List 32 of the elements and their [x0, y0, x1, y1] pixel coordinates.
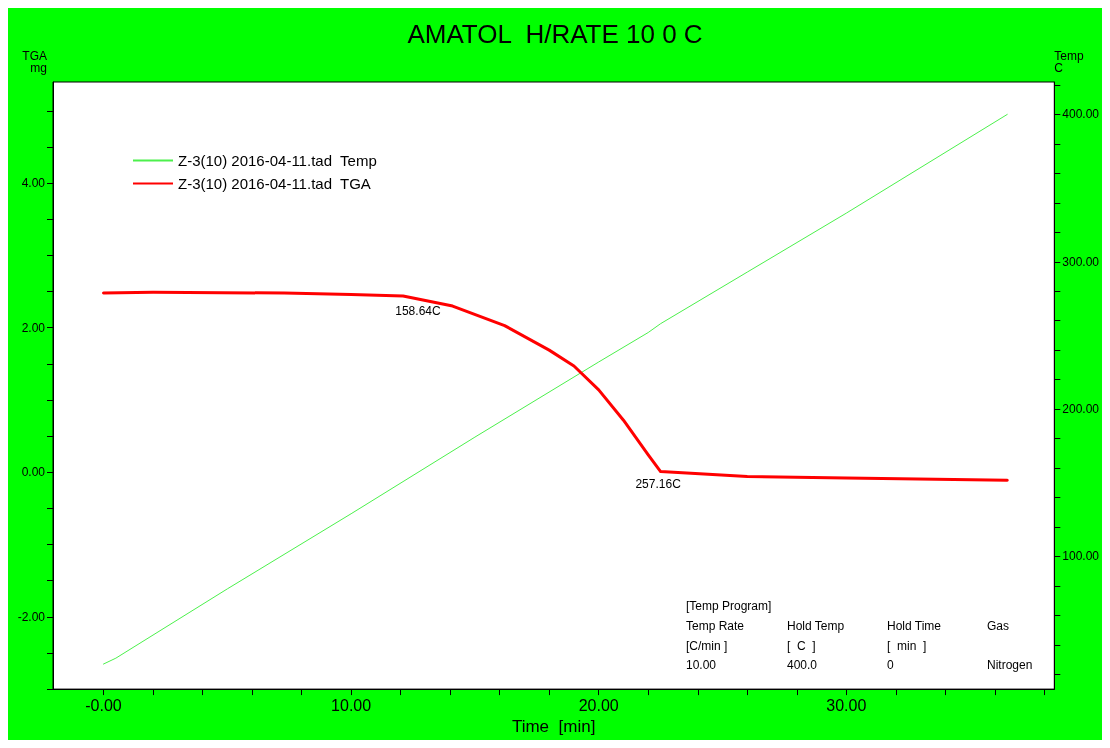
- legend-label: Z-3(10) 2016-04-11.tad TGA: [178, 175, 371, 192]
- x-axis-title: Time [min]: [511, 717, 596, 736]
- annotation: Hold Temp: [787, 619, 845, 633]
- annotation: Gas: [987, 619, 1010, 633]
- annotation: 10.00: [686, 658, 717, 672]
- annotation: 0: [887, 658, 894, 672]
- x-tick-label: -0.00: [85, 696, 122, 714]
- y2-tick-label: 400.00: [1062, 107, 1100, 122]
- y-tick-label: 4.00: [21, 176, 46, 191]
- y-tick-label: 2.00: [21, 320, 46, 335]
- x-tick-label: 10.00: [331, 696, 372, 714]
- y-tick-label: 0.00: [21, 465, 46, 480]
- annotation: [ C ]: [787, 638, 816, 653]
- annotation: [C/min ]: [686, 638, 728, 653]
- annotation: 400.0: [787, 658, 818, 672]
- annotation: [Temp Program]: [686, 599, 772, 613]
- y-axis-title: TGA mg: [22, 49, 47, 75]
- legend-label: Z-3(10) 2016-04-11.tad Temp: [178, 152, 377, 169]
- y2-tick-label: 100.00: [1062, 549, 1100, 564]
- chart-title: AMATOL H/RATE 10 0 C: [407, 19, 703, 49]
- annotation: [ min ]: [887, 638, 927, 653]
- annotation: Temp Rate: [686, 619, 745, 633]
- annotation: Hold Time: [887, 619, 942, 633]
- annotation: 257.16C: [635, 476, 682, 491]
- y2-tick-label: 300.00: [1062, 254, 1100, 269]
- y-tick-label: -2.00: [17, 609, 46, 624]
- x-tick-label: 30.00: [826, 696, 867, 714]
- y2-tick-label: 200.00: [1062, 402, 1100, 417]
- y2-axis-title: Temp C: [1054, 49, 1084, 75]
- x-tick-label: 20.00: [578, 696, 619, 714]
- annotation: Nitrogen: [987, 658, 1033, 672]
- annotation: 158.64C: [395, 303, 441, 318]
